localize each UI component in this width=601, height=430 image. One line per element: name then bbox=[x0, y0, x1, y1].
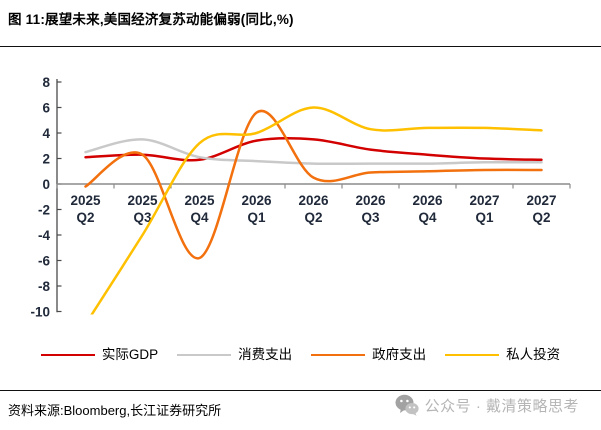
legend-label: 实际GDP bbox=[101, 347, 159, 362]
x-tick-label-quarter: Q2 bbox=[532, 210, 550, 225]
y-tick-label: -6 bbox=[38, 253, 50, 268]
x-tick-label-year: 2025 bbox=[127, 193, 158, 208]
legend-item: 消费支出 bbox=[177, 348, 292, 362]
y-tick-label: 4 bbox=[42, 126, 50, 141]
chart-canvas: 8 6 4 2 0 -2 -4 -6 -8 -10 2025 Q2 2025 Q3 2025 Q4 2026 Q1… bbox=[30, 75, 571, 319]
series-line-私人投资 bbox=[90, 106, 543, 315]
wechat-icon bbox=[395, 394, 419, 416]
figure-title: 图 11:展望未来,美国经济复苏动能偏弱(同比,%) bbox=[8, 12, 294, 27]
legend-swatch bbox=[40, 353, 95, 356]
y-tick-label: 2 bbox=[42, 151, 50, 166]
series-line-消费支出 bbox=[84, 138, 543, 166]
x-tick-label-year: 2027 bbox=[526, 193, 556, 208]
legend-swatch bbox=[445, 353, 500, 356]
x-tick-label-year: 2027 bbox=[469, 193, 499, 208]
legend-label: 政府支出 bbox=[372, 347, 427, 362]
x-tick-label-quarter: Q3 bbox=[133, 210, 152, 225]
legend-swatch bbox=[177, 353, 232, 356]
y-tick-label: -8 bbox=[38, 279, 50, 294]
y-tick-label: 8 bbox=[42, 75, 50, 90]
watermark: 公众号 · 戴清策略思考 bbox=[395, 394, 579, 416]
series-line-政府支出 bbox=[84, 109, 543, 260]
x-tick-label-quarter: Q1 bbox=[475, 210, 494, 225]
x-tick-label-year: 2026 bbox=[355, 193, 386, 208]
series-line-实际GDP bbox=[84, 136, 543, 162]
y-tick-label: -2 bbox=[38, 202, 50, 217]
watermark-text: 公众号 · 戴清策略思考 bbox=[424, 397, 579, 415]
line-chart: 8 6 4 2 0 -2 -4 -6 -8 -10 2025 Q2 2025 Q3 2025 Q4 2026 Q1… bbox=[0, 60, 601, 330]
x-tick-label-quarter: Q4 bbox=[190, 210, 209, 225]
legend-swatch bbox=[311, 353, 366, 356]
legend-label: 消费支出 bbox=[238, 347, 293, 362]
x-tick-label-year: 2025 bbox=[184, 193, 215, 208]
y-tick-label: 0 bbox=[42, 177, 50, 192]
legend-item: 政府支出 bbox=[311, 348, 426, 362]
y-tick-label: 6 bbox=[42, 100, 50, 115]
x-tick-label-quarter: Q4 bbox=[418, 210, 437, 225]
x-tick-label-quarter: Q2 bbox=[76, 210, 94, 225]
footer-divider bbox=[0, 390, 601, 391]
x-tick-label-year: 2026 bbox=[298, 193, 329, 208]
source-note: 资料来源:Bloomberg,长江证券研究所 bbox=[8, 403, 222, 418]
title-divider bbox=[0, 46, 601, 47]
legend-label: 私人投资 bbox=[506, 347, 561, 362]
x-tick-label-year: 2026 bbox=[412, 193, 443, 208]
x-tick-label-year: 2026 bbox=[241, 193, 272, 208]
x-tick-label-quarter: Q3 bbox=[361, 210, 380, 225]
x-tick-label-quarter: Q2 bbox=[304, 210, 322, 225]
legend-item: 实际GDP bbox=[40, 347, 159, 362]
y-tick-label: -10 bbox=[30, 304, 50, 319]
x-tick-label-quarter: Q1 bbox=[247, 210, 266, 225]
chart-legend: 实际GDP 消费支出 政府支出 私人投资 bbox=[0, 348, 601, 362]
x-tick-label-year: 2025 bbox=[70, 193, 101, 208]
legend-item: 私人投资 bbox=[445, 348, 560, 362]
y-tick-label: -4 bbox=[38, 228, 50, 243]
